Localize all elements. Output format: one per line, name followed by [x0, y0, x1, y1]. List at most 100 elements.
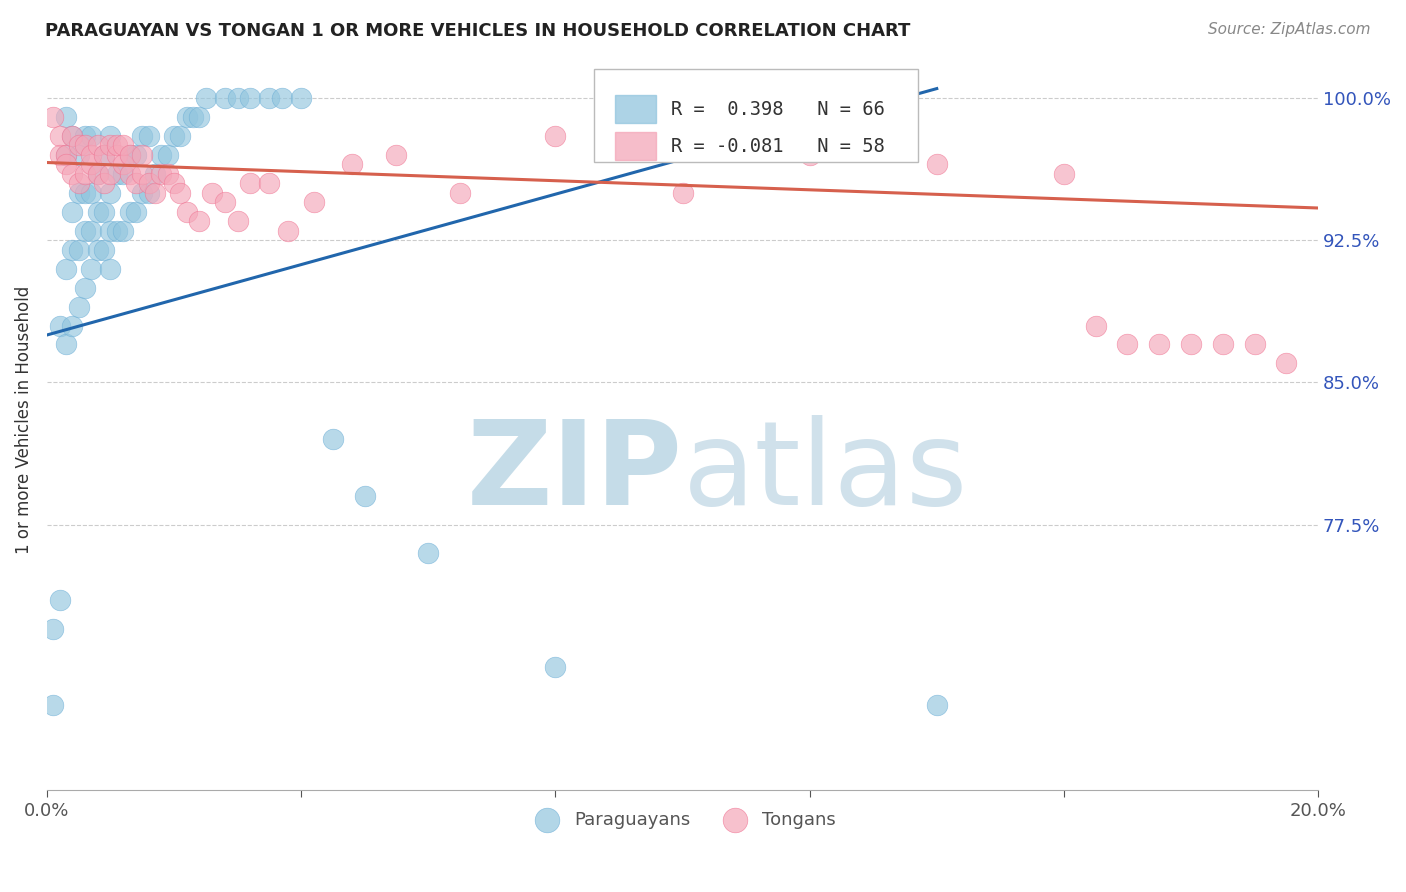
Point — [67, 138, 90, 153]
Legend: Paraguayans, Tongans: Paraguayans, Tongans — [522, 804, 844, 837]
Point — [118, 148, 141, 162]
Point — [671, 186, 693, 200]
Point — [125, 148, 148, 162]
Point — [156, 148, 179, 162]
Point — [73, 128, 96, 143]
Point — [449, 186, 471, 200]
Point — [112, 167, 135, 181]
Point — [125, 204, 148, 219]
Point — [93, 148, 115, 162]
Point — [87, 167, 110, 181]
Text: R = -0.081   N = 58: R = -0.081 N = 58 — [671, 136, 884, 155]
Point — [226, 214, 249, 228]
Point — [93, 243, 115, 257]
Point — [60, 167, 83, 181]
Point — [105, 224, 128, 238]
Point — [925, 157, 948, 171]
Point — [353, 489, 375, 503]
Point — [131, 128, 153, 143]
Point — [80, 157, 103, 171]
Point — [93, 204, 115, 219]
Point — [150, 167, 173, 181]
Point — [544, 659, 567, 673]
Point — [239, 91, 262, 105]
Point — [67, 243, 90, 257]
Point — [239, 177, 262, 191]
Point — [385, 148, 408, 162]
Point — [87, 204, 110, 219]
Point — [87, 167, 110, 181]
Point — [150, 148, 173, 162]
Point — [118, 167, 141, 181]
Point — [112, 138, 135, 153]
Point — [214, 91, 236, 105]
Point — [1053, 167, 1076, 181]
Text: atlas: atlas — [682, 415, 967, 530]
Point — [1147, 337, 1170, 351]
Point — [80, 186, 103, 200]
Point — [67, 177, 90, 191]
Point — [131, 167, 153, 181]
Point — [259, 177, 281, 191]
Point — [143, 167, 166, 181]
Point — [1275, 356, 1298, 370]
Text: ZIP: ZIP — [467, 415, 682, 530]
Point — [42, 622, 65, 636]
Point — [163, 128, 186, 143]
Point — [188, 214, 211, 228]
Point — [67, 300, 90, 314]
Point — [73, 167, 96, 181]
Point — [55, 148, 77, 162]
Point — [100, 261, 122, 276]
Point — [302, 195, 325, 210]
Point — [55, 337, 77, 351]
Point — [60, 243, 83, 257]
Point — [100, 138, 122, 153]
Point — [93, 177, 115, 191]
Point — [169, 128, 191, 143]
Point — [214, 195, 236, 210]
Point — [799, 148, 821, 162]
Point — [100, 224, 122, 238]
Point — [138, 186, 160, 200]
Point — [176, 204, 198, 219]
Point — [93, 148, 115, 162]
Point — [55, 110, 77, 124]
Point — [80, 128, 103, 143]
Point — [1116, 337, 1139, 351]
Point — [100, 128, 122, 143]
Point — [118, 148, 141, 162]
Point — [131, 148, 153, 162]
Point — [42, 698, 65, 712]
FancyBboxPatch shape — [593, 70, 918, 161]
Y-axis label: 1 or more Vehicles in Household: 1 or more Vehicles in Household — [15, 286, 32, 555]
Point — [48, 148, 70, 162]
Point — [73, 138, 96, 153]
Point — [87, 243, 110, 257]
Point — [322, 432, 344, 446]
Point — [1243, 337, 1265, 351]
Point — [188, 110, 211, 124]
Point — [73, 224, 96, 238]
Point — [80, 224, 103, 238]
Point — [105, 167, 128, 181]
Point — [138, 128, 160, 143]
Point — [259, 91, 281, 105]
Point — [271, 91, 294, 105]
Point — [125, 177, 148, 191]
Point — [277, 224, 299, 238]
Point — [156, 167, 179, 181]
Point — [131, 186, 153, 200]
Point — [169, 186, 191, 200]
Point — [143, 186, 166, 200]
Point — [418, 546, 440, 560]
Point — [55, 261, 77, 276]
Point — [42, 110, 65, 124]
Point — [48, 128, 70, 143]
Point — [55, 148, 77, 162]
Point — [80, 261, 103, 276]
Point — [544, 128, 567, 143]
Text: R =  0.398   N = 66: R = 0.398 N = 66 — [671, 100, 884, 119]
Point — [100, 167, 122, 181]
Bar — [616, 95, 655, 123]
